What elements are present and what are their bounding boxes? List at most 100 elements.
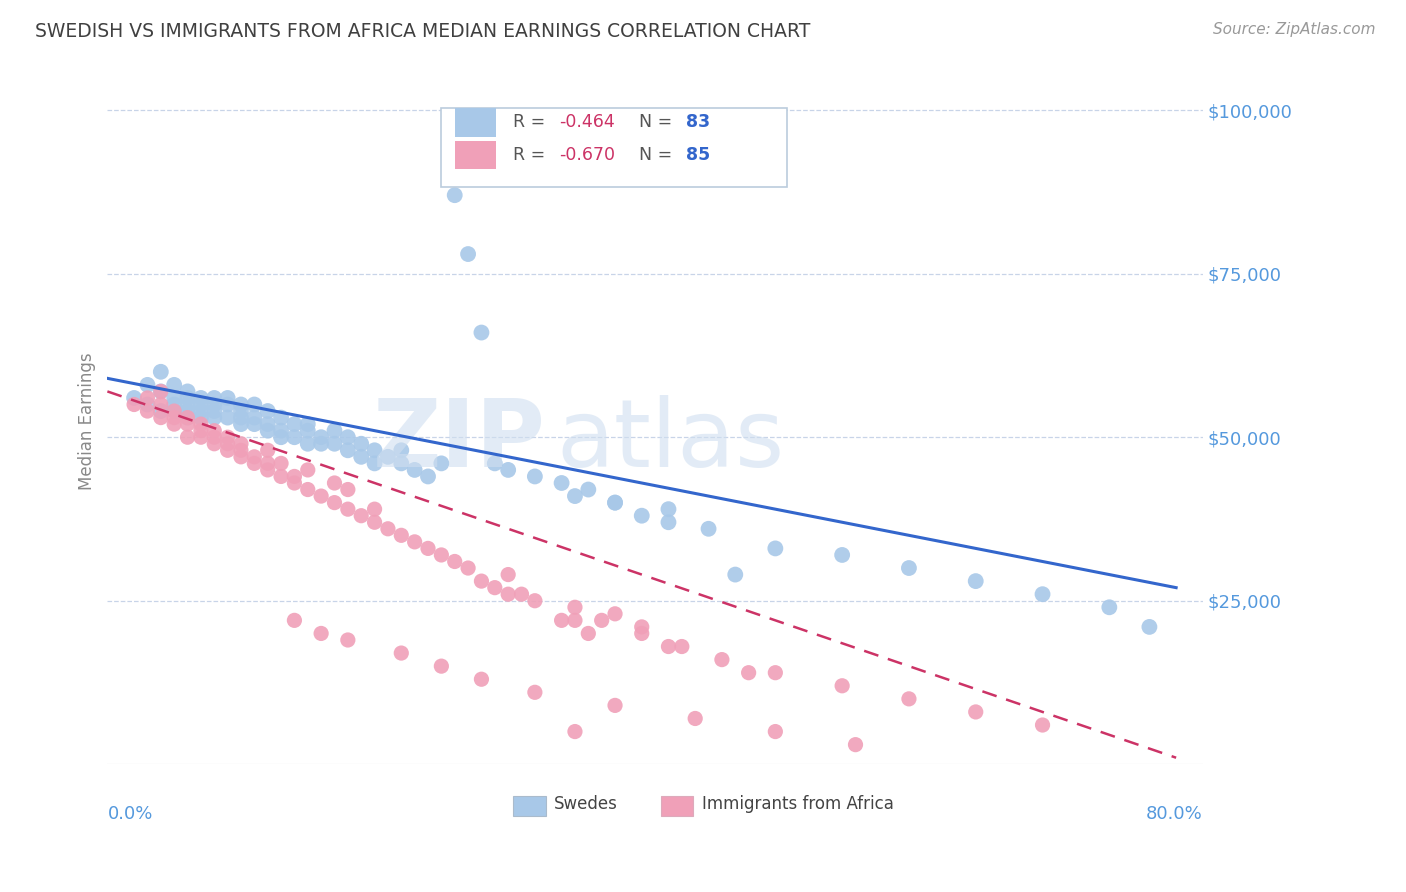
Point — [484, 456, 506, 470]
Point — [283, 430, 305, 444]
Point — [1031, 718, 1053, 732]
Point — [523, 685, 546, 699]
Point — [564, 600, 586, 615]
Point — [630, 508, 652, 523]
Point — [323, 475, 346, 490]
Point — [496, 567, 519, 582]
Point — [430, 456, 453, 470]
Point — [217, 410, 239, 425]
Point — [270, 410, 292, 425]
Point — [389, 646, 412, 660]
Text: 0.0%: 0.0% — [107, 805, 153, 823]
Point — [1098, 600, 1121, 615]
Point — [470, 574, 492, 588]
Point — [309, 489, 332, 503]
Point — [470, 672, 492, 686]
Point — [217, 436, 239, 450]
Point — [149, 410, 172, 425]
Point — [457, 247, 479, 261]
Point — [389, 528, 412, 542]
Point — [202, 424, 225, 438]
Point — [229, 410, 252, 425]
Point — [683, 711, 706, 725]
Point — [136, 377, 159, 392]
Point — [443, 188, 465, 202]
Point — [576, 483, 599, 497]
Point — [190, 424, 212, 438]
Point — [256, 463, 278, 477]
Point — [576, 626, 599, 640]
Bar — [661, 796, 693, 816]
Point — [523, 469, 546, 483]
Point — [763, 724, 786, 739]
Point — [202, 397, 225, 411]
Point — [457, 561, 479, 575]
Text: Source: ZipAtlas.com: Source: ZipAtlas.com — [1212, 22, 1375, 37]
Text: N =: N = — [638, 146, 678, 164]
Point — [603, 607, 626, 621]
Point — [309, 436, 332, 450]
Point — [122, 391, 145, 405]
Point — [217, 397, 239, 411]
Point — [243, 417, 266, 431]
Point — [350, 450, 373, 464]
Point — [176, 391, 198, 405]
Point — [550, 613, 572, 627]
Point — [270, 424, 292, 438]
Point — [149, 404, 172, 418]
Point — [564, 724, 586, 739]
Point — [283, 613, 305, 627]
Point — [136, 391, 159, 405]
Point — [336, 502, 359, 516]
Point — [831, 679, 853, 693]
Y-axis label: Median Earnings: Median Earnings — [79, 352, 96, 490]
Point — [336, 483, 359, 497]
Point — [190, 404, 212, 418]
Text: -0.464: -0.464 — [558, 113, 614, 131]
Point — [190, 417, 212, 431]
Point — [404, 534, 426, 549]
Point — [202, 391, 225, 405]
Point — [630, 620, 652, 634]
Point — [297, 483, 319, 497]
Point — [430, 659, 453, 673]
Point — [163, 417, 186, 431]
Point — [470, 326, 492, 340]
Text: R =: R = — [513, 146, 551, 164]
Point — [256, 456, 278, 470]
Point — [763, 665, 786, 680]
Point — [217, 430, 239, 444]
Point — [163, 410, 186, 425]
Point — [202, 410, 225, 425]
Point — [297, 436, 319, 450]
Bar — [513, 796, 546, 816]
Point — [350, 436, 373, 450]
Text: Swedes: Swedes — [554, 795, 619, 814]
Point — [363, 502, 385, 516]
Bar — [454, 141, 496, 169]
Point — [136, 397, 159, 411]
Point — [202, 404, 225, 418]
Point — [389, 456, 412, 470]
Point — [416, 469, 439, 483]
Point — [363, 443, 385, 458]
Text: ZIP: ZIP — [373, 395, 546, 487]
Point — [831, 548, 853, 562]
Point — [243, 410, 266, 425]
Point — [377, 450, 399, 464]
Point — [591, 613, 613, 627]
Bar — [454, 108, 496, 136]
Point — [496, 463, 519, 477]
Point — [389, 443, 412, 458]
Text: -0.670: -0.670 — [558, 146, 614, 164]
Point — [404, 463, 426, 477]
Point — [323, 424, 346, 438]
Point — [297, 463, 319, 477]
Point — [965, 705, 987, 719]
Point — [163, 404, 186, 418]
Point — [229, 404, 252, 418]
Point — [149, 384, 172, 399]
Point — [657, 515, 679, 529]
Point — [229, 443, 252, 458]
Point — [243, 450, 266, 464]
